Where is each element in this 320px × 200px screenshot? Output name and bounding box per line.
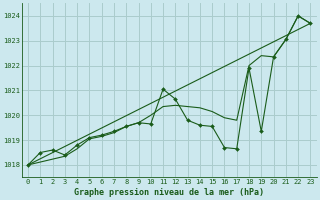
X-axis label: Graphe pression niveau de la mer (hPa): Graphe pression niveau de la mer (hPa) [74, 188, 264, 197]
